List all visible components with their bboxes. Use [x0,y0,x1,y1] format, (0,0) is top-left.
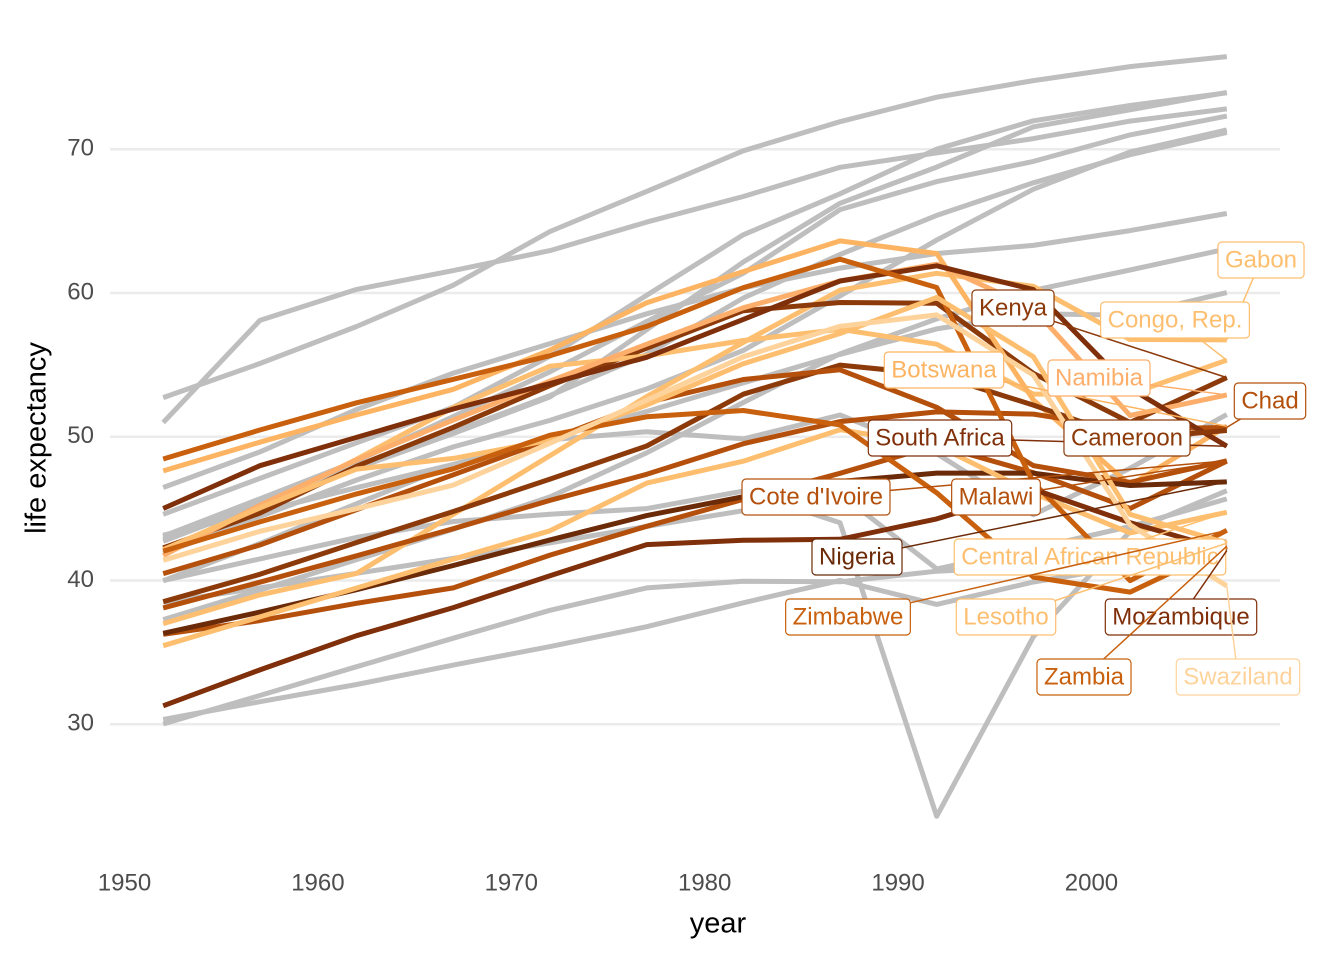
label-box [1217,241,1305,279]
x-tick-label: 1980 [678,869,731,896]
label-box [1104,598,1258,636]
label-box [971,289,1055,327]
label-text: Congo, Rep. [1108,306,1243,333]
series-label: Zimbabwe [785,529,1227,636]
series-label: Congo, Rep. [1100,301,1250,361]
label-box [1100,301,1250,339]
series-line [162,90,1228,517]
label-box [1047,359,1151,397]
label-text: Lesotho [963,603,1048,630]
x-tick-label: 1960 [291,869,344,896]
series-line [161,106,1228,425]
y-tick-label: 30 [67,710,94,737]
label-box [951,478,1041,516]
label-text: Kenya [979,294,1048,321]
label-box [1063,419,1191,457]
label-text: Malawi [959,483,1034,510]
series-line [162,211,1228,490]
label-leader [847,529,1227,618]
y-tick-label: 40 [67,566,94,593]
series-line [162,362,1228,605]
label-text: Mozambique [1112,603,1249,630]
series-label: Swaziland [1175,585,1301,696]
label-leader [1083,545,1228,678]
label-box [1233,382,1307,420]
label-text: Cote d'Ivoire [749,483,883,510]
series-line [162,367,1228,576]
y-axis-title: life expectancy [21,342,53,534]
label-text: Cameroon [1071,424,1183,451]
label-box [1036,658,1132,696]
label-text: Gabon [1225,246,1297,273]
label-text: South Africa [875,424,1005,451]
label-box [741,478,891,516]
label-text: Central African Republic [961,543,1218,570]
x-tick-label: 1950 [98,869,151,896]
label-text: Nigeria [819,543,896,570]
series-label: Namibia [1047,359,1227,397]
series-line [162,442,1228,637]
label-text: Chad [1241,387,1298,414]
series-line [162,54,1228,400]
label-text: Zimbabwe [793,603,904,630]
label-box [955,598,1057,636]
series-line [162,256,1228,584]
label-box [867,419,1013,457]
series-label: Nigeria [811,481,1227,576]
label-text: Botswana [891,356,997,383]
y-tick-label: 60 [67,278,94,305]
series-label: Mozambique [1104,550,1258,636]
label-text: Zambia [1044,663,1125,690]
series-line [162,312,1229,589]
series-line [162,246,1228,622]
y-tick-label: 50 [67,422,94,449]
series-label: South Africa [867,419,1227,457]
label-box [1175,658,1301,696]
x-tick-label: 1990 [871,869,924,896]
label-leader [856,481,1227,558]
series-label: Lesotho [955,542,1228,636]
x-tick-label: 2000 [1065,869,1118,896]
label-box [883,351,1005,389]
series-label: Botswana [883,351,1227,427]
series-label: Kenya [971,289,1228,379]
y-tick-label: 70 [67,135,94,162]
series-label: Chad [1226,382,1307,428]
label-text: Namibia [1055,364,1144,391]
series-label: Malawi [951,460,1227,516]
x-axis-title: year [690,908,747,940]
series-line [162,486,1228,709]
series-label: Cameroon [1063,419,1227,457]
series-line [162,408,1228,595]
series-label: Zambia [1036,545,1228,696]
label-box [785,598,911,636]
series-line [162,409,1227,611]
x-tick-label: 1970 [485,869,538,896]
label-box [811,538,903,576]
label-text: Swaziland [1183,663,1292,690]
